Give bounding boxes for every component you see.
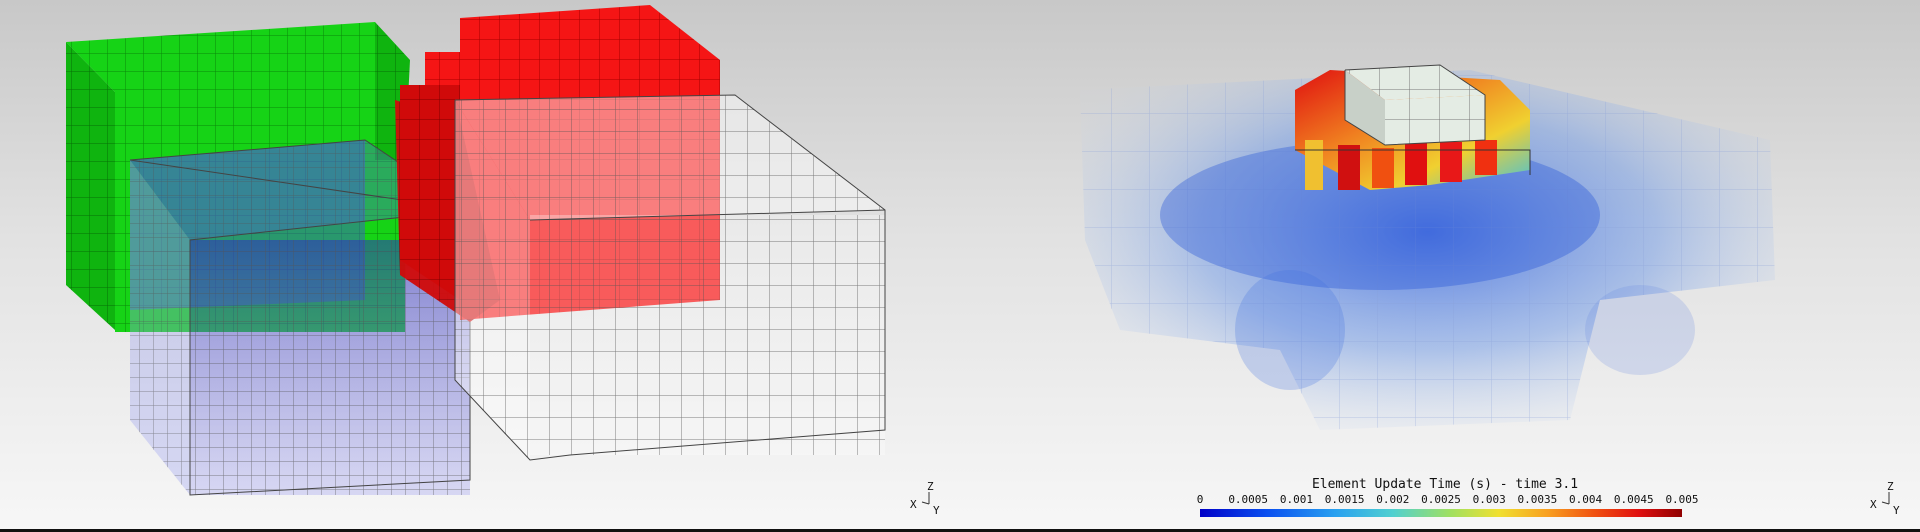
colorbar-tick-label: 0 <box>1196 493 1204 506</box>
white-top-cube <box>1344 64 1486 146</box>
colorbar-tick-label: 0.0045 <box>1613 493 1654 506</box>
colorbar-tick-label: 0.003 <box>1472 493 1506 506</box>
axis-z-label: Z <box>927 480 934 493</box>
right-scene <box>1080 64 1775 430</box>
left-axes-triad: Z X Y <box>905 478 945 518</box>
colorbar-tick-label: 0.005 <box>1665 493 1699 506</box>
right-viewport[interactable]: Z X Y <box>960 0 1920 532</box>
colorbar-tick-label: 0.0035 <box>1517 493 1558 506</box>
colorbar-tick-label: 0.001 <box>1279 493 1313 506</box>
colorbar-tick-label: 0.004 <box>1569 493 1603 506</box>
colorbar-tick-label: 0.0005 <box>1228 493 1269 506</box>
bottom-border <box>0 529 1920 532</box>
colorbar-ticks: 0 0.0005 0.001 0.0015 0.002 0.0025 0.003 0.0035… <box>1195 493 1699 507</box>
colorbar-title: Element Update Time (s) - time 3.1 <box>1311 477 1579 492</box>
blue-wire-cube <box>129 139 472 496</box>
colorbar-tick-label: 0.002 <box>1376 493 1410 506</box>
axis-y-label: Y <box>933 504 940 517</box>
colorbar-tick-label: 0.0025 <box>1421 493 1461 506</box>
axis-z-label: Z <box>1887 480 1894 493</box>
right-axes-lines <box>1881 492 1890 505</box>
white-wire-cube <box>454 94 886 461</box>
axis-y-label: Y <box>1893 504 1900 517</box>
left-viewport[interactable]: Z X Y <box>0 0 960 532</box>
heat-cloud <box>1080 70 1775 430</box>
left-axes-lines <box>921 492 930 505</box>
colorbar-legend: Element Update Time (s) - time 3.1 0 0.00… <box>1195 477 1699 522</box>
right-axes-triad: Z X Y <box>1865 478 1905 518</box>
left-scene <box>66 5 886 496</box>
colorbar-tick-label: 0.0015 <box>1324 493 1365 506</box>
axis-x-label: X <box>1870 498 1877 511</box>
axis-x-label: X <box>910 498 917 511</box>
colorbar-gradient <box>1200 509 1682 517</box>
